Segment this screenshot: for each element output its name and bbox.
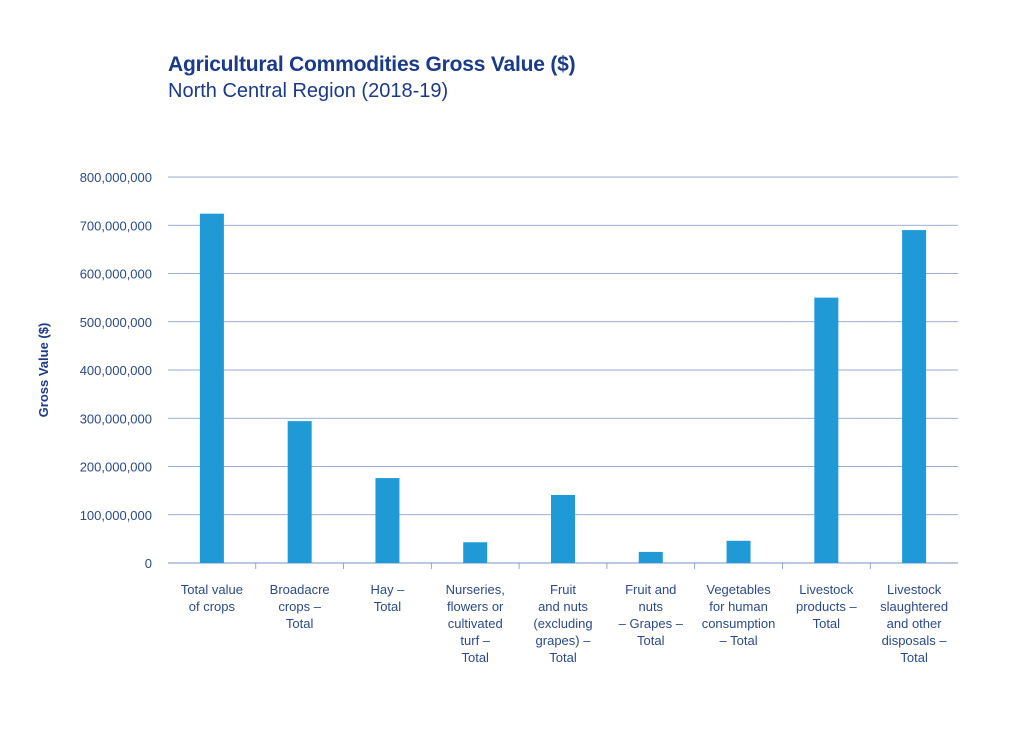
bar xyxy=(463,542,488,563)
chart-title: Agricultural Commodities Gross Value ($) xyxy=(168,53,576,76)
x-category-label: products – xyxy=(796,599,857,614)
x-category-label: Total xyxy=(286,616,314,631)
x-category-label: of crops xyxy=(189,599,236,614)
x-category-label: Hay – xyxy=(370,582,405,597)
bar xyxy=(199,213,224,564)
chart-subtitle: North Central Region (2018-19) xyxy=(168,80,449,102)
x-category-label: (excluding xyxy=(533,616,592,631)
bar xyxy=(551,494,575,563)
y-tick-label: 800,000,000 xyxy=(80,170,152,185)
x-category-label: Total value xyxy=(181,582,243,597)
x-category-label: grapes) – xyxy=(536,633,592,648)
x-category-label: Total xyxy=(461,650,489,665)
x-category-label: crops – xyxy=(278,599,321,614)
x-category-label: Fruit xyxy=(550,582,576,597)
bar xyxy=(287,421,312,563)
y-tick-label: 600,000,000 xyxy=(80,267,152,282)
bar xyxy=(375,478,400,563)
x-category-label: Total xyxy=(374,599,402,614)
x-category-label: consumption xyxy=(702,616,776,631)
y-tick-label: 700,000,000 xyxy=(80,218,152,233)
y-tick-label: 200,000,000 xyxy=(80,460,152,475)
x-category-label: – Grapes – xyxy=(619,616,684,631)
x-category-label: slaughtered xyxy=(880,599,948,614)
y-tick-label: 500,000,000 xyxy=(80,315,152,330)
x-category-label: disposals – xyxy=(882,633,948,648)
x-category-label: turf – xyxy=(460,633,490,648)
x-category-label: Total xyxy=(900,650,928,665)
x-category-label: and nuts xyxy=(538,599,588,614)
x-category-label: Fruit and xyxy=(625,582,676,597)
x-category-label: Livestock xyxy=(887,582,942,597)
bar xyxy=(726,540,751,563)
x-category-label: – Total xyxy=(720,633,758,648)
x-category-label: Total xyxy=(549,650,577,665)
x-category-label: Total xyxy=(813,616,841,631)
x-category-label: Broadacre xyxy=(270,582,330,597)
y-axis-label: Gross Value ($) xyxy=(36,323,51,418)
y-tick-label: 0 xyxy=(145,556,152,571)
x-category-label: Vegetables xyxy=(706,582,771,597)
x-category-label: and other xyxy=(887,616,943,631)
y-tick-label: 400,000,000 xyxy=(80,363,152,378)
x-category-label: cultivated xyxy=(448,616,503,631)
bar xyxy=(902,230,927,563)
x-category-label: flowers or xyxy=(447,599,504,614)
y-tick-label: 100,000,000 xyxy=(80,508,152,523)
x-category-label: Nurseries, xyxy=(446,582,505,597)
x-category-label: Total xyxy=(637,633,665,648)
y-tick-label: 300,000,000 xyxy=(80,411,152,426)
title-block: Agricultural Commodities Gross Value ($)… xyxy=(168,52,576,104)
bar xyxy=(814,297,839,563)
x-category-label: Livestock xyxy=(799,582,854,597)
bar xyxy=(638,551,663,563)
x-category-label: nuts xyxy=(638,599,663,614)
x-category-label: for human xyxy=(709,599,768,614)
